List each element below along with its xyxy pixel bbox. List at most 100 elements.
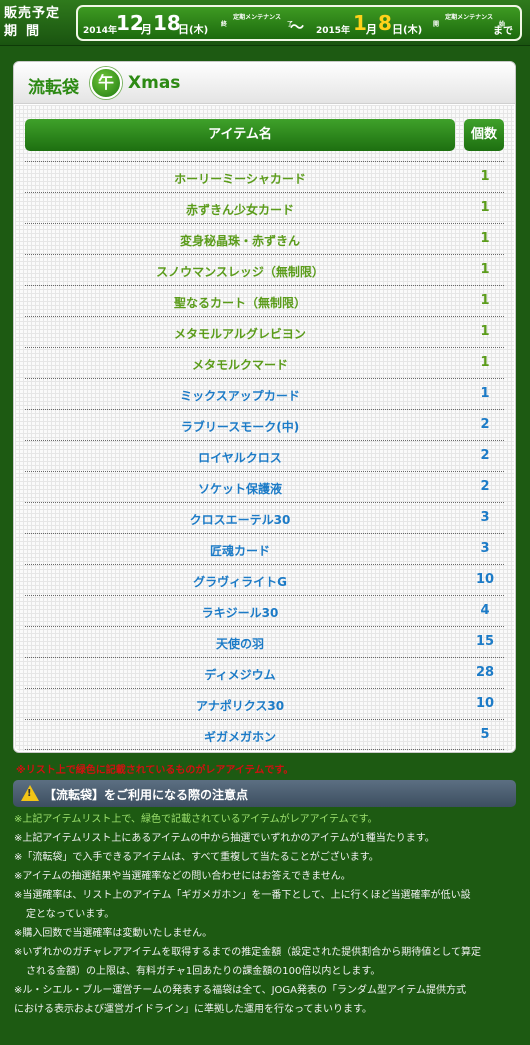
start-maintenance: 定期メンテナンス 終 了 [221,14,293,28]
sales-period-banner: 販売予定 期間 2014年 12 月 18 日 (木) 定期メンテナンス 終 了… [0,0,530,46]
rare-item-note: ※リスト上で緑色に記載されているものがレアアイテムです。 [16,765,294,776]
item-count: 3 [480,541,490,556]
item-name: 聖なるカート（無制限） [173,296,306,310]
item-name: ホーリーミーシャカード [174,172,306,186]
item-count: 1 [480,386,490,401]
note-line: ※アイテムの抽選結果や当選確率などの問い合わせにはお答えできません。 [14,871,351,882]
item-count: 1 [480,169,490,184]
item-name: 匠魂カード [209,544,270,558]
note-line: ※当選確率は、リスト上のアイテム「ギガメガホン」を一番下として、上に行くほど当選… [14,890,471,901]
item-list-panel: 流転袋 午 Xmas アイテム名 個数 ホーリーミーシャカード 1 赤ずきん少女カー… [13,61,516,753]
item-name: グラヴィライトG [193,575,287,589]
item-name: メタモルアルグレビヨン [174,327,306,341]
item-count: 2 [480,448,490,463]
end-day: 8 [378,11,392,35]
end-day-unit: 日 [392,23,403,36]
table-row: ロイヤルクロス 2 [25,440,504,471]
note-line: ※「流転袋」で入手できるアイテムは、すべて重複して当たることがございます。 [14,852,379,863]
table-row: ホーリーミーシャカード 1 [25,161,504,192]
table-row: ソケット保護液 2 [25,471,504,502]
item-name: 天使の羽 [215,637,264,651]
table-row: グラヴィライトG 10 [25,564,504,595]
table-row: 聖なるカート（無制限） 1 [25,285,504,316]
item-count: 1 [480,324,490,339]
start-month-unit: 月 [141,23,152,36]
table-row: ディメジウム 28 [25,657,504,688]
period-tilde: ～ [290,20,304,36]
note-line: ※上記アイテムリスト上で、緑色で記載されているアイテムがレアアイテムです。 [14,814,378,825]
end-suffix: まで [493,26,513,37]
item-name: ソケット保護液 [197,482,282,496]
item-count: 1 [480,355,490,370]
item-name: ギガメガホン [203,730,276,744]
horse-year-emblem-icon: 午 [90,67,122,99]
item-name: 変身秘晶珠・赤ずきん [179,234,300,248]
table-row: 変身秘晶珠・赤ずきん 1 [25,223,504,254]
item-count: 1 [480,262,490,277]
note-line: ※上記アイテムリスト上にあるアイテムの中から抽選でいずれかのアイテムが1種当たり… [14,833,435,844]
period-label: 販売予定 期間 [4,5,72,41]
period-dates: 2014年 12 月 18 日 (木) 定期メンテナンス 終 了 ～ 2015年… [76,5,522,41]
start-month: 12 [116,11,144,35]
table-row: 赤ずきん少女カード 1 [25,192,504,223]
table-row: ミックスアップカード 1 [25,378,504,409]
start-maintenance-line1: 定期メンテナンス [233,14,281,21]
panel-title-bar: 流転袋 午 Xmas [14,62,515,104]
end-maintenance-line1: 定期メンテナンス [445,14,493,21]
item-count: 5 [480,727,490,742]
item-name: ディメジウム [204,668,276,682]
item-name: アナポリクス30 [195,699,285,713]
note-line: における表示および運営ガイドライン」に準拠した運用を行なってまいります。 [14,1004,372,1015]
column-header-item-name: アイテム名 [25,119,455,151]
end-month-unit: 月 [366,23,377,36]
end-weekday: (木) [403,25,423,36]
period-label-line2: 期間 [4,24,49,39]
table-row: ラブリースモーク(中) 2 [25,409,504,440]
item-count: 15 [475,634,495,649]
note-line: ※いずれかのガチャレアアイテムを取得するまでの推定金額（設定された提供割合から期… [14,947,481,958]
caution-title: 【流転袋】をご利用になる際の注意点 [44,788,249,802]
table-row: メタモルクマード 1 [25,347,504,378]
panel-title-right: Xmas [128,73,181,93]
item-name: ミックスアップカード [180,389,300,403]
item-count: 1 [480,293,490,308]
item-count: 10 [475,696,495,711]
item-count: 2 [480,479,490,494]
table-row: スノウマンスレッジ（無制限） 1 [25,254,504,285]
end-maintenance: 定期メンテナンス 開 始 [433,14,505,28]
item-count: 3 [480,510,490,525]
item-table [15,105,514,751]
note-line: 定となっています。 [26,909,115,920]
caution-notes: ※上記アイテムリスト上で、緑色で記載されているアイテムがレアアイテムです。 ※上… [14,810,519,1019]
item-rows: ホーリーミーシャカード 1 赤ずきん少女カード 1 変身秘晶珠・赤ずきん 1 スノウマンスレ… [25,161,504,750]
item-count: 4 [480,603,490,618]
start-weekday: (木) [189,25,209,36]
column-header-count: 個数 [464,119,504,151]
item-count: 1 [480,231,490,246]
table-row: クロスエーテル30 3 [25,502,504,533]
item-name: メタモルクマード [191,358,288,372]
item-name: ロイヤルクロス [198,451,282,465]
item-name: スノウマンスレッジ（無制限） [156,265,324,279]
start-year: 2014年 [83,26,118,36]
start-maintenance-line2: 終 了 [221,21,294,28]
item-count: 1 [480,200,490,215]
end-year: 2015年 [316,26,351,36]
table-row: 匠魂カード 3 [25,533,504,564]
end-month: 1 [353,11,367,35]
warning-icon: ! [21,785,39,801]
item-name: ラキジール30 [201,606,279,620]
period-label-line1: 販売予定 [4,6,61,21]
table-row: メタモルアルグレビヨン 1 [25,316,504,347]
item-count: 10 [475,572,495,587]
table-row: ギガメガホン 5 [25,719,504,750]
start-day-unit: 日 [178,23,189,36]
table-row: アナポリクス30 10 [25,688,504,719]
item-count: 28 [475,665,495,680]
table-row: ラキジール30 4 [25,595,504,626]
end-maintenance-line2: 開 始 [433,21,506,28]
item-name: 赤ずきん少女カード [185,203,294,217]
item-name: クロスエーテル30 [189,513,291,527]
note-line: ※ル・シエル・ブルー運営チームの発表する福袋は全て、JOGA発表の「ランダム型ア… [14,985,466,996]
table-row: 天使の羽 15 [25,626,504,657]
